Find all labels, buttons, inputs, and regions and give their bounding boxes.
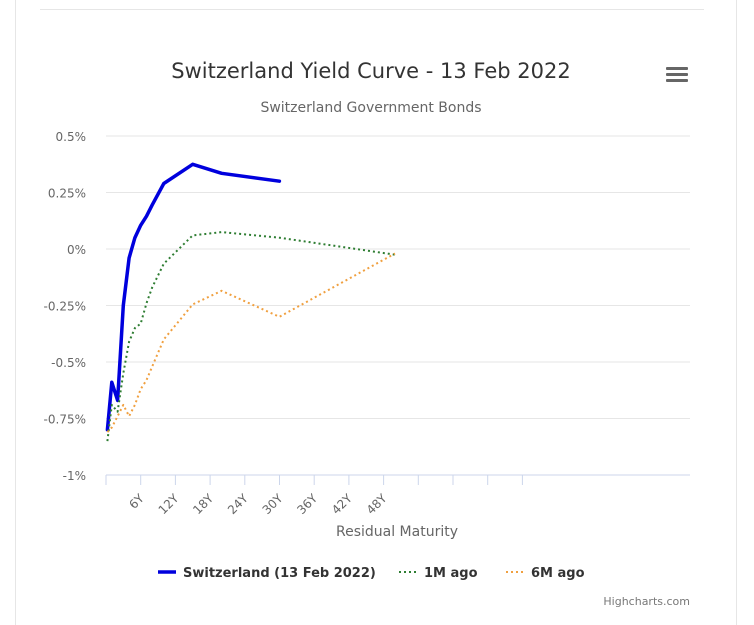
- legend-item-1[interactable]: Switzerland (13 Feb 2022): [183, 566, 376, 581]
- hamburger-menu-icon[interactable]: [664, 64, 690, 86]
- x-tick-label: 6Y: [126, 491, 147, 512]
- series-line-2: [106, 231, 396, 442]
- series-line-1: [105, 162, 282, 432]
- y-tick-label: 0.5%: [56, 130, 87, 144]
- credits-link[interactable]: Highcharts.com: [603, 595, 690, 608]
- top-divider: [40, 9, 704, 10]
- chart-container: [15, 0, 737, 625]
- y-tick-label: -0.25%: [44, 300, 86, 314]
- y-tick-label: -1%: [63, 469, 86, 483]
- y-tick-label: 0.25%: [48, 187, 86, 201]
- x-tick-label: 48Y: [364, 491, 390, 517]
- series-lines: [105, 162, 396, 442]
- x-tick-label: 18Y: [190, 491, 216, 517]
- x-axis: 6Y 12Y 18Y 24Y 30Y 36Y 42Y 48Y: [105, 474, 690, 517]
- x-tick-label: 36Y: [294, 491, 320, 517]
- y-tick-label: 0%: [67, 243, 86, 257]
- x-tick-label: 42Y: [329, 491, 355, 517]
- gridlines: [106, 135, 690, 419]
- y-tick-label: -0.75%: [44, 413, 86, 427]
- y-axis-tick-labels: 0.5% 0.25% 0% -0.25% -0.5% -0.75% -1%: [44, 130, 86, 483]
- legend: Switzerland (13 Feb 2022) 1M ago 6M ago: [158, 566, 585, 581]
- legend-item-3[interactable]: 6M ago: [531, 566, 585, 581]
- chart-subtitle: Switzerland Government Bonds: [260, 100, 481, 116]
- legend-item-2[interactable]: 1M ago: [424, 566, 478, 581]
- series-line-3: [106, 252, 396, 433]
- x-tick-label: 30Y: [260, 491, 286, 517]
- x-axis-title: Residual Maturity: [336, 524, 458, 540]
- chart-title: Switzerland Yield Curve - 13 Feb 2022: [171, 59, 570, 83]
- x-tick-label: 12Y: [156, 491, 182, 517]
- x-tick-label: 24Y: [225, 491, 251, 517]
- y-tick-label: -0.5%: [51, 356, 86, 370]
